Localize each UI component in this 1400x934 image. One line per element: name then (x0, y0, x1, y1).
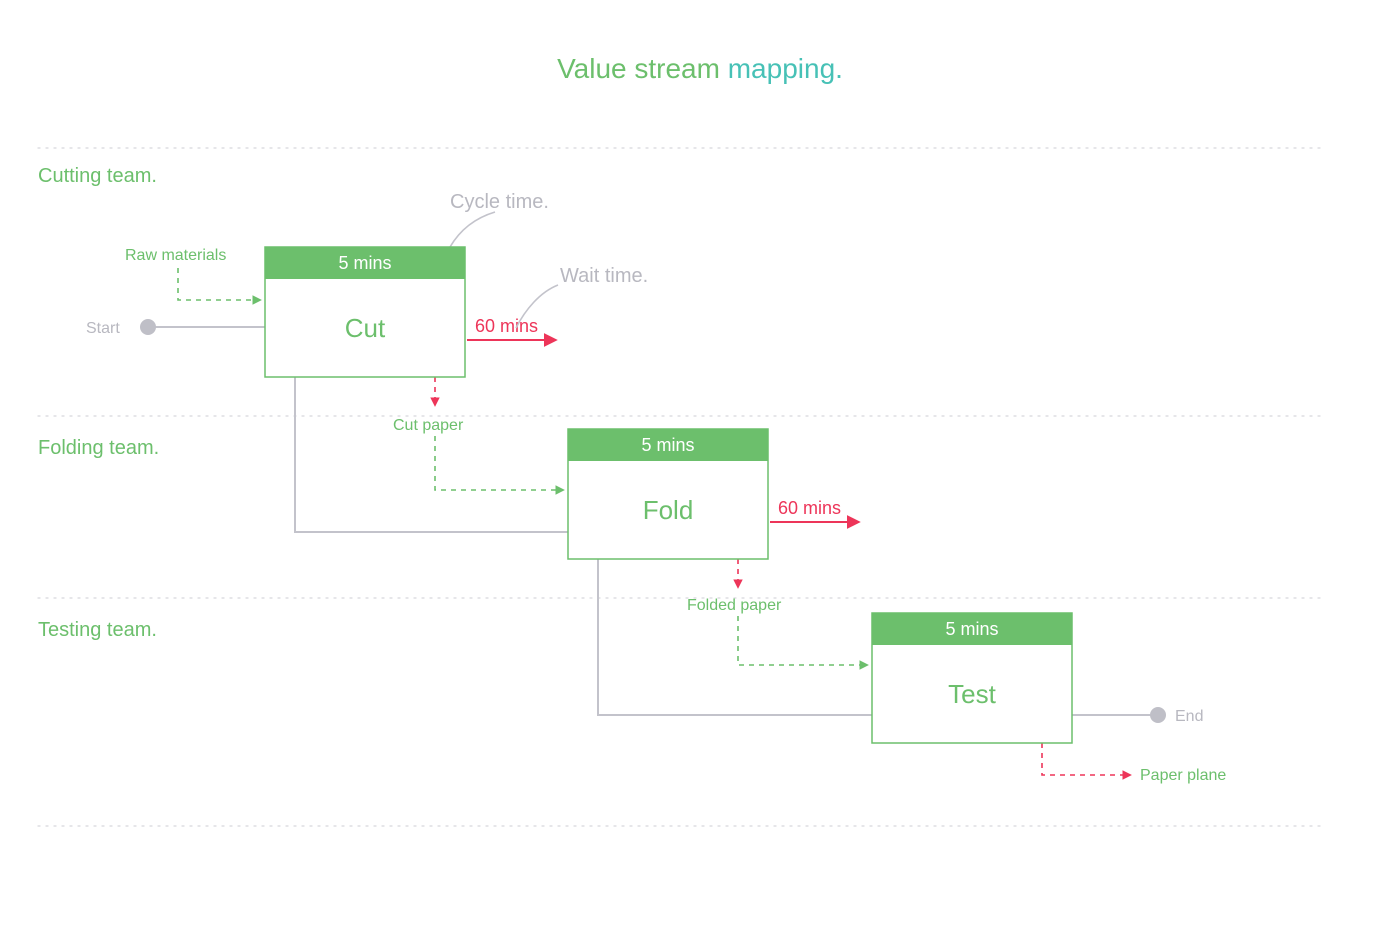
value-stream-diagram: Value stream mapping. Cutting team. Fold… (0, 0, 1400, 934)
wait-label-cut: 60 mins (475, 316, 538, 336)
section-label-folding: Folding team. (38, 437, 159, 459)
cycle-time-label: Cycle time. (450, 191, 549, 213)
box-header-cut: 5 mins (338, 253, 391, 273)
raw-materials-label: Raw materials (125, 247, 226, 264)
box-header-test: 5 mins (945, 619, 998, 639)
title-part1: Value stream (557, 53, 728, 84)
process-box-test: 5 mins Test (872, 613, 1072, 743)
section-label-testing: Testing team. (38, 619, 157, 641)
process-boxes: 5 mins Cut 5 mins Fold 5 mins Test (265, 247, 1072, 743)
cut-paper-label: Cut paper (393, 417, 464, 434)
section-label-cutting: Cutting team. (38, 165, 157, 187)
title-part2: mapping. (728, 53, 843, 84)
callout-curves (450, 212, 558, 328)
box-body-cut: Cut (345, 313, 386, 343)
wait-time-label: Wait time. (560, 265, 648, 287)
end-label: End (1175, 708, 1203, 725)
start-node (140, 319, 156, 335)
paper-plane-label: Paper plane (1140, 767, 1226, 784)
folded-paper-label: Folded paper (687, 597, 782, 614)
page-title: Value stream mapping. (557, 53, 843, 84)
box-body-fold: Fold (643, 495, 694, 525)
process-box-fold: 5 mins Fold (568, 429, 768, 559)
process-box-cut: 5 mins Cut (265, 247, 465, 377)
box-header-fold: 5 mins (641, 435, 694, 455)
box-body-test: Test (948, 679, 996, 709)
start-label: Start (86, 320, 120, 337)
wait-label-fold: 60 mins (778, 498, 841, 518)
end-node (1150, 707, 1166, 723)
